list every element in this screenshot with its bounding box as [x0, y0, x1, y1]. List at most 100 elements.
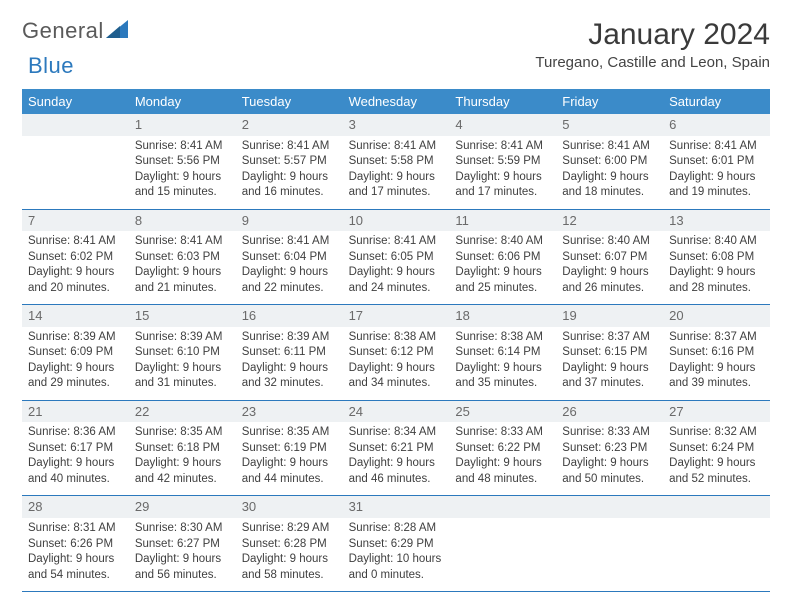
- day-cell: .: [22, 114, 129, 209]
- daylight-text: and 0 minutes.: [349, 568, 444, 584]
- sunrise-text: Sunrise: 8:34 AM: [349, 425, 444, 441]
- daylight-text: Daylight: 9 hours: [669, 170, 764, 186]
- daylight-text: and 28 minutes.: [669, 281, 764, 297]
- daylight-text: Daylight: 9 hours: [135, 361, 230, 377]
- week-row: .1Sunrise: 8:41 AMSunset: 5:56 PMDayligh…: [22, 114, 770, 210]
- day-number: .: [663, 496, 770, 518]
- sunset-text: Sunset: 6:28 PM: [242, 537, 337, 553]
- daylight-text: Daylight: 9 hours: [28, 361, 123, 377]
- sunset-text: Sunset: 6:10 PM: [135, 345, 230, 361]
- daylight-text: and 24 minutes.: [349, 281, 444, 297]
- weeks-container: .1Sunrise: 8:41 AMSunset: 5:56 PMDayligh…: [22, 114, 770, 592]
- daylight-text: Daylight: 9 hours: [562, 456, 657, 472]
- sunset-text: Sunset: 6:14 PM: [455, 345, 550, 361]
- day-number: 4: [449, 114, 556, 136]
- day-number: .: [556, 496, 663, 518]
- daylight-text: and 34 minutes.: [349, 376, 444, 392]
- day-cell: 31Sunrise: 8:28 AMSunset: 6:29 PMDayligh…: [343, 496, 450, 591]
- sunrise-text: Sunrise: 8:39 AM: [242, 330, 337, 346]
- sunrise-text: Sunrise: 8:41 AM: [349, 139, 444, 155]
- sunset-text: Sunset: 6:04 PM: [242, 250, 337, 266]
- day-number: 18: [449, 305, 556, 327]
- daylight-text: Daylight: 9 hours: [135, 456, 230, 472]
- week-row: 21Sunrise: 8:36 AMSunset: 6:17 PMDayligh…: [22, 401, 770, 497]
- day-number: 12: [556, 210, 663, 232]
- day-header: Monday: [129, 89, 236, 114]
- sunset-text: Sunset: 6:11 PM: [242, 345, 337, 361]
- sunset-text: Sunset: 6:23 PM: [562, 441, 657, 457]
- sunrise-text: Sunrise: 8:33 AM: [562, 425, 657, 441]
- day-header: Friday: [556, 89, 663, 114]
- day-number: 3: [343, 114, 450, 136]
- daylight-text: and 40 minutes.: [28, 472, 123, 488]
- day-number: 29: [129, 496, 236, 518]
- day-header: Thursday: [449, 89, 556, 114]
- sunrise-text: Sunrise: 8:29 AM: [242, 521, 337, 537]
- daylight-text: and 35 minutes.: [455, 376, 550, 392]
- day-cell: .: [449, 496, 556, 591]
- day-number: .: [22, 114, 129, 136]
- sunset-text: Sunset: 6:05 PM: [349, 250, 444, 266]
- daylight-text: Daylight: 9 hours: [28, 265, 123, 281]
- day-cell: .: [556, 496, 663, 591]
- daylight-text: and 29 minutes.: [28, 376, 123, 392]
- sunrise-text: Sunrise: 8:32 AM: [669, 425, 764, 441]
- daylight-text: Daylight: 9 hours: [242, 361, 337, 377]
- daylight-text: Daylight: 10 hours: [349, 552, 444, 568]
- day-number: 22: [129, 401, 236, 423]
- sunset-text: Sunset: 5:59 PM: [455, 154, 550, 170]
- sunrise-text: Sunrise: 8:40 AM: [562, 234, 657, 250]
- day-cell: 10Sunrise: 8:41 AMSunset: 6:05 PMDayligh…: [343, 210, 450, 305]
- sunrise-text: Sunrise: 8:41 AM: [135, 234, 230, 250]
- day-cell: 23Sunrise: 8:35 AMSunset: 6:19 PMDayligh…: [236, 401, 343, 496]
- sunset-text: Sunset: 6:22 PM: [455, 441, 550, 457]
- day-cell: 13Sunrise: 8:40 AMSunset: 6:08 PMDayligh…: [663, 210, 770, 305]
- day-cell: .: [663, 496, 770, 591]
- day-cell: 26 Sunrise: 8:33 AMSunset: 6:23 PMDayligh…: [556, 401, 663, 496]
- daylight-text: Daylight: 9 hours: [455, 170, 550, 186]
- sunrise-text: Sunrise: 8:38 AM: [455, 330, 550, 346]
- daylight-text: and 39 minutes.: [669, 376, 764, 392]
- daylight-text: and 52 minutes.: [669, 472, 764, 488]
- daylight-text: and 18 minutes.: [562, 185, 657, 201]
- week-row: 28Sunrise: 8:31 AMSunset: 6:26 PMDayligh…: [22, 496, 770, 592]
- sunrise-text: Sunrise: 8:28 AM: [349, 521, 444, 537]
- day-cell: 27Sunrise: 8:32 AMSunset: 6:24 PMDayligh…: [663, 401, 770, 496]
- day-cell: 8Sunrise: 8:41 AMSunset: 6:03 PMDaylight…: [129, 210, 236, 305]
- daylight-text: and 17 minutes.: [349, 185, 444, 201]
- sunset-text: Sunset: 6:29 PM: [349, 537, 444, 553]
- sunrise-text: Sunrise: 8:41 AM: [562, 139, 657, 155]
- sunrise-text: Sunrise: 8:40 AM: [669, 234, 764, 250]
- day-cell: 11Sunrise: 8:40 AMSunset: 6:06 PMDayligh…: [449, 210, 556, 305]
- sunset-text: Sunset: 6:18 PM: [135, 441, 230, 457]
- sunset-text: Sunset: 6:01 PM: [669, 154, 764, 170]
- day-number: 21: [22, 401, 129, 423]
- sunset-text: Sunset: 6:09 PM: [28, 345, 123, 361]
- day-cell: 20Sunrise: 8:37 AMSunset: 6:16 PMDayligh…: [663, 305, 770, 400]
- sunset-text: Sunset: 6:07 PM: [562, 250, 657, 266]
- day-cell: 24Sunrise: 8:34 AMSunset: 6:21 PMDayligh…: [343, 401, 450, 496]
- daylight-text: Daylight: 9 hours: [28, 456, 123, 472]
- daylight-text: Daylight: 9 hours: [242, 170, 337, 186]
- sunrise-text: Sunrise: 8:39 AM: [135, 330, 230, 346]
- day-header: Saturday: [663, 89, 770, 114]
- day-cell: 7Sunrise: 8:41 AMSunset: 6:02 PMDaylight…: [22, 210, 129, 305]
- daylight-text: Daylight: 9 hours: [669, 361, 764, 377]
- daylight-text: Daylight: 9 hours: [349, 361, 444, 377]
- month-title: January 2024: [535, 18, 770, 52]
- day-cell: 29Sunrise: 8:30 AMSunset: 6:27 PMDayligh…: [129, 496, 236, 591]
- daylight-text: and 32 minutes.: [242, 376, 337, 392]
- day-number: .: [449, 496, 556, 518]
- day-cell: 12Sunrise: 8:40 AMSunset: 6:07 PMDayligh…: [556, 210, 663, 305]
- daylight-text: and 22 minutes.: [242, 281, 337, 297]
- day-cell: 15 Sunrise: 8:39 AMSunset: 6:10 PMDayligh…: [129, 305, 236, 400]
- sunset-text: Sunset: 5:56 PM: [135, 154, 230, 170]
- day-number: 15: [129, 305, 236, 327]
- day-number: 26: [556, 401, 663, 423]
- sunrise-text: Sunrise: 8:36 AM: [28, 425, 123, 441]
- brand-name-2: Blue: [28, 53, 74, 79]
- day-number: 25: [449, 401, 556, 423]
- daylight-text: Daylight: 9 hours: [349, 265, 444, 281]
- day-cell: 16Sunrise: 8:39 AMSunset: 6:11 PMDayligh…: [236, 305, 343, 400]
- sunset-text: Sunset: 6:16 PM: [669, 345, 764, 361]
